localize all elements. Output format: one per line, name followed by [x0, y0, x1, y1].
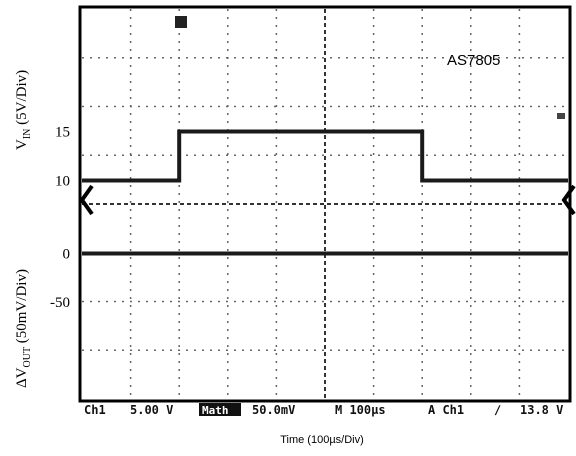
status-trigger-slope: ∕	[494, 403, 501, 417]
axis-break-right	[561, 184, 576, 216]
bottom-ylabel: ΔVOUT (50mV/Div)	[14, 269, 33, 388]
status-math-tag-box	[199, 403, 241, 416]
bottom-ylabel-sub: OUT	[22, 347, 33, 368]
status-ch1: Ch1	[84, 403, 106, 417]
bottom-ylabel-rest: (50mV/Div)	[14, 269, 30, 347]
bottom-tick-label: 0	[63, 247, 71, 263]
reference-marker	[557, 113, 565, 119]
traces	[82, 129, 568, 256]
status-trigger-src: A Ch1	[428, 403, 464, 417]
top-ylabel-main: V	[14, 139, 30, 150]
status-ch1-scale: 5.00 V	[130, 403, 173, 417]
top-ylabel-rest: (5V/Div)	[14, 70, 30, 129]
top-ylabel-sub: IN	[22, 129, 33, 140]
status-trigger-level: 13.8 V	[520, 403, 563, 417]
bottom-tick-label: -50	[50, 295, 70, 311]
x-axis-label: Time (100µs/Div)	[280, 434, 364, 446]
axis-break-left	[79, 184, 94, 216]
top-tick-label: 10	[55, 174, 70, 190]
bottom-ylabel-delta: Δ	[14, 378, 30, 388]
top-tick-label: 15	[55, 125, 70, 141]
vin-trace	[82, 129, 568, 183]
status-math-scale: 50.0mV	[252, 403, 295, 417]
status-math-tag: Math	[202, 404, 229, 417]
top-ylabel: VIN (5V/Div)	[14, 70, 33, 150]
part-label: AS7805	[447, 52, 500, 69]
bottom-ylabel-main: V	[14, 367, 30, 378]
status-timebase: M 100µs	[335, 403, 386, 417]
trigger-marker	[175, 16, 187, 28]
y-tick-labels: 15 10 0 -50	[50, 125, 70, 312]
